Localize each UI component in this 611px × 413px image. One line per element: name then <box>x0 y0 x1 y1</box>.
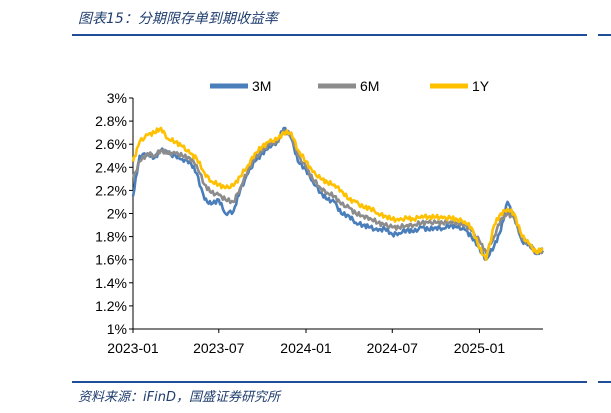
y-tick-label: 2.4% <box>95 159 127 175</box>
bottom-rule <box>72 381 587 383</box>
y-tick-label: 2% <box>107 206 127 222</box>
chart-legend: 3M 6M 1Y <box>210 78 490 94</box>
top-rule <box>72 34 587 36</box>
y-tick-label: 1% <box>107 321 127 337</box>
y-tick-label: 2.6% <box>95 136 127 152</box>
legend-label-1y: 1Y <box>472 78 490 94</box>
legend-label-6m: 6M <box>360 78 379 94</box>
y-tick-label: 2.2% <box>95 182 127 198</box>
x-tick-label: 2024-07 <box>367 340 419 356</box>
y-tick-label: 1.6% <box>95 252 127 268</box>
y-tick-label: 1.8% <box>95 229 127 245</box>
legend-label-3m: 3M <box>252 78 271 94</box>
y-tick-label: 1.4% <box>95 275 127 291</box>
y-tick-label: 3% <box>107 90 127 106</box>
x-tick-label: 2024-01 <box>280 340 332 356</box>
series-line-1y <box>131 126 544 261</box>
x-tick-label: 2023-01 <box>107 340 159 356</box>
chart-axes: 1% 1.2% 1.4% 1.6% 1.8% 2% 2.2% 2.4% 2.6% 2.8% 3% 20… <box>95 90 543 356</box>
series-line-3m <box>131 126 544 261</box>
series-line-6m <box>131 129 545 256</box>
y-tick-label: 1.2% <box>95 298 127 314</box>
source-note: 资料来源：iFinD，国盛证券研究所 <box>78 390 280 405</box>
chart-series <box>131 126 545 261</box>
figure-title: 图表15：分期限存单到期收益率 <box>78 11 278 27</box>
y-tick-label: 2.8% <box>95 113 127 129</box>
x-tick-label: 2025-01 <box>454 340 506 356</box>
top-rule-tail <box>598 34 611 36</box>
x-tick-label: 2023-07 <box>193 340 245 356</box>
bottom-rule-tail <box>598 381 611 383</box>
